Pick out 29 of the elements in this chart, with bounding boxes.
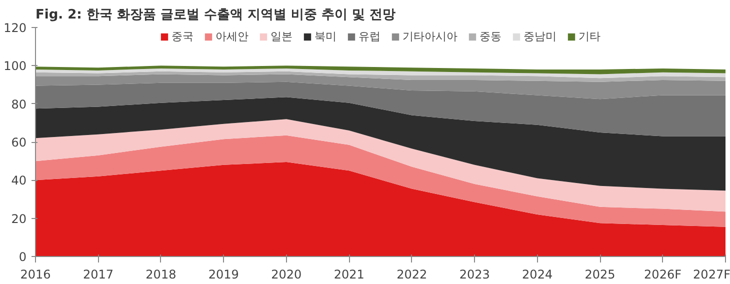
legend-label: 유럽 <box>358 29 380 44</box>
x-tick-label: 2022 <box>396 268 428 282</box>
y-tick-label: 20 <box>11 212 27 226</box>
legend-label: 중국 <box>172 29 194 44</box>
x-tick-label: 2018 <box>146 268 176 282</box>
chart-title: Fig. 2: 한국 화장품 글로벌 수출액 지역별 비중 추이 및 전망 <box>36 8 396 22</box>
y-tick-label: 80 <box>11 97 27 112</box>
legend-label: 중동 <box>480 29 502 44</box>
legend-label: 아세안 <box>216 29 248 44</box>
legend-label: 기타아시아 <box>402 29 458 44</box>
y-tick-label: 120 <box>4 21 26 35</box>
x-tick-label: 2025 <box>584 268 616 282</box>
y-tick-label: 60 <box>11 136 27 150</box>
y-tick-label: 100 <box>4 59 26 74</box>
x-tick-label: 2019 <box>208 268 239 282</box>
legend-label: 북미 <box>314 29 336 44</box>
x-tick-label: 2021 <box>334 268 364 282</box>
x-tick-label: 2017 <box>82 268 114 282</box>
x-tick-label: 2027F <box>693 268 730 282</box>
y-tick-label: 0 <box>18 250 27 264</box>
x-tick-label: 2020 <box>271 268 302 282</box>
legend-label: 중남미 <box>524 29 556 44</box>
x-tick-label: 2026F <box>644 268 682 282</box>
x-tick-label: 2016 <box>20 268 51 282</box>
legend-label: 일본 <box>270 29 292 44</box>
legend-label: 기타 <box>578 29 600 44</box>
x-tick-label: 2023 <box>459 268 490 282</box>
y-tick-label: 40 <box>11 174 27 188</box>
x-tick-label: 2024 <box>522 268 553 282</box>
